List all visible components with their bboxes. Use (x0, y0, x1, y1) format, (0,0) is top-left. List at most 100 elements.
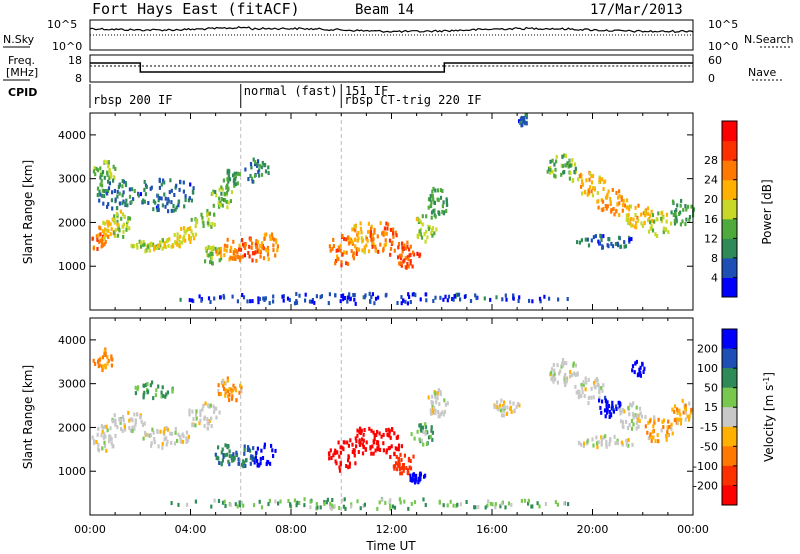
velocity-cell (254, 455, 257, 460)
velocity-cell (631, 412, 635, 416)
velocity-cell (642, 370, 645, 374)
power-cell (107, 160, 110, 164)
velocity-cell (212, 404, 215, 409)
velocity-cell (673, 404, 677, 409)
power-cell (182, 180, 185, 185)
power-cell (256, 240, 260, 245)
power-cell (407, 257, 410, 262)
velocity-cell (644, 424, 647, 429)
power-cell (469, 299, 473, 303)
power-cell (598, 180, 601, 185)
velocity-cell (387, 427, 390, 432)
velocity-cell (585, 380, 588, 385)
colorbar-frame (721, 328, 738, 506)
power-cell (172, 204, 175, 208)
power-cell (98, 239, 101, 244)
velocity-cell (388, 499, 391, 504)
power-cell (619, 244, 623, 249)
velocity-cell (378, 447, 382, 452)
velocity-cell (419, 471, 422, 476)
velocity-cell (662, 418, 666, 423)
power-cell (113, 175, 116, 180)
power-cell (173, 193, 176, 197)
power-cell (113, 220, 116, 225)
velocity-cell (153, 440, 156, 445)
power-cell (425, 229, 428, 234)
velocity-cell (194, 499, 197, 504)
power-cell (270, 232, 274, 237)
velocity-cell (577, 395, 580, 400)
velocity-cell (487, 499, 490, 504)
velocity-cell (395, 447, 399, 452)
power-cell (223, 243, 226, 248)
velocity-cell (103, 349, 106, 354)
velocity-cell (217, 392, 221, 397)
ytick-label: 3000 (58, 173, 86, 186)
velocity-cell (330, 503, 333, 508)
power-cell (255, 239, 258, 244)
power-cell (236, 181, 239, 186)
power-cell (130, 243, 133, 248)
velocity-cell (654, 439, 657, 444)
velocity-cell (253, 460, 256, 465)
velocity-cell (174, 430, 177, 435)
power-cell (618, 201, 621, 206)
power-cell (158, 244, 161, 249)
nsearch-tick-bottom: 10^0 (708, 40, 738, 53)
velocity-cell (296, 500, 299, 505)
velocity-cell (215, 406, 218, 411)
velocity-cell (382, 448, 385, 453)
power-cell (254, 160, 257, 165)
velocity-cell (224, 381, 227, 386)
velocity-cell (128, 426, 131, 430)
velocity-cell (559, 369, 562, 374)
velocity-cell (329, 501, 332, 506)
velocity-cell (369, 445, 372, 450)
power-cell (590, 180, 594, 185)
power-cell (354, 301, 357, 306)
velocity-cell (606, 410, 609, 415)
power-cell (386, 226, 389, 231)
velocity-cell (179, 434, 182, 439)
power-cell (256, 249, 259, 254)
velocity-cell (418, 478, 421, 483)
power-cell (413, 292, 416, 296)
velocity-cell (163, 432, 166, 437)
velocity-cell (398, 497, 401, 502)
power-cell (272, 294, 275, 299)
velocity-cell (582, 444, 585, 448)
velocity-cell (574, 372, 577, 377)
velocity-cell (329, 448, 332, 453)
power-cell (235, 171, 238, 176)
velocity-cell (228, 454, 231, 459)
power-cell (103, 221, 107, 226)
velocity-cell (560, 364, 563, 369)
power-cell (124, 183, 128, 188)
power-cell (483, 296, 486, 301)
velocity-cell (512, 401, 515, 406)
power-cell (99, 232, 102, 237)
velocity-cell (325, 500, 328, 505)
velocity-cell (309, 499, 312, 504)
velocity-cell (413, 436, 416, 441)
power-cell (391, 240, 394, 245)
power-cell (641, 224, 644, 228)
velocity-cell (577, 440, 581, 445)
velocity-cell (583, 394, 586, 398)
velocity-cell (181, 439, 185, 444)
power-cell (630, 237, 633, 241)
power-cell (360, 236, 363, 241)
power-cell (106, 204, 109, 209)
power-cell (145, 185, 148, 189)
power-cell (418, 254, 421, 259)
velocity-cell (419, 427, 422, 432)
power-cell (421, 222, 424, 227)
power-data-layer (91, 113, 695, 310)
power-cell (357, 247, 361, 252)
power-cell (114, 228, 117, 233)
power-cell (257, 296, 260, 301)
velocity-cell (353, 450, 356, 455)
velocity-cell (103, 440, 106, 445)
velocity-cell (316, 505, 319, 510)
velocity-cell (601, 399, 604, 404)
